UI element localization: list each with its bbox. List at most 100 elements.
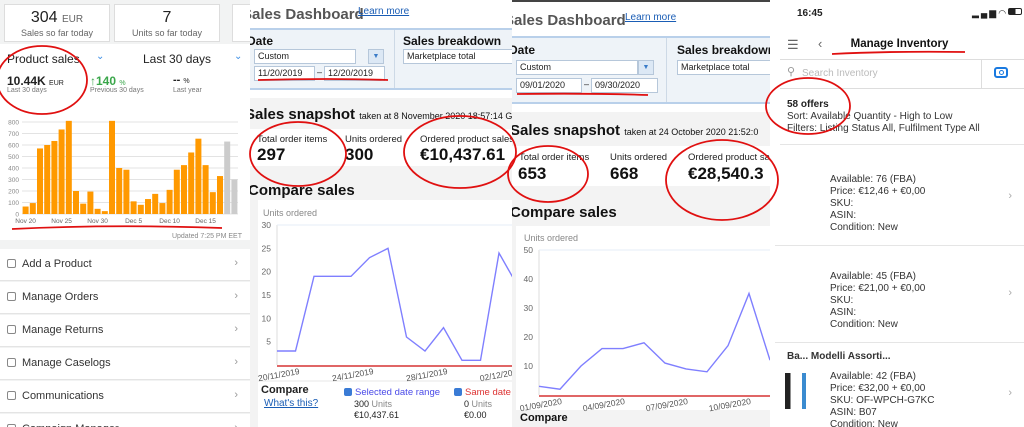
metric-label: Ordered product sales [420, 134, 512, 145]
top-bar [512, 0, 770, 2]
chevron-down-icon[interactable]: ⌄ [234, 51, 243, 62]
item-price: Price: €21,00 + €0,00 [830, 283, 926, 294]
bar [188, 152, 195, 214]
sales-dashboard-2019: Sales Dashboard Learn more Date Custom ▼… [250, 0, 512, 427]
bar [130, 201, 137, 214]
bar [80, 203, 87, 214]
dropdown-arrow-icon[interactable]: ▼ [368, 49, 384, 64]
same-range-checkbox[interactable]: Same date range one year ago [454, 387, 512, 398]
item-condition: Condition: New [830, 419, 898, 427]
range-select[interactable]: Last 30 days [143, 52, 212, 66]
date-select[interactable]: Custom [254, 49, 356, 64]
sort-text[interactable]: Sort: Available Quantity - High to Low [787, 111, 953, 122]
partial-card[interactable] [232, 4, 250, 42]
date-select[interactable]: Custom [516, 60, 638, 75]
chevron-right-icon: › [234, 389, 238, 401]
wifi-icon: ◠ [998, 8, 1009, 18]
menu-icon [7, 424, 16, 427]
search-input[interactable]: Search Inventory [802, 68, 878, 79]
learn-more-link[interactable]: Learn more [625, 12, 677, 23]
item-asin: ASIN: [830, 210, 857, 221]
menu-item[interactable]: Manage Returns › [0, 315, 250, 347]
menu-item[interactable]: Communications › [0, 381, 250, 413]
hamburger-menu-icon[interactable]: ☰ [787, 37, 799, 52]
metrics-box: Total order items 653 Units ordered 668 … [512, 146, 770, 186]
bar [152, 193, 159, 214]
inventory-item[interactable]: Ba... Modelli Assorti... Available: 42 (F… [775, 345, 1024, 427]
metric-value: 653 [518, 164, 547, 183]
dropdown-arrow-icon[interactable]: ▼ [638, 60, 654, 75]
bar [159, 203, 166, 214]
x-tick-label: Dec 5 [125, 218, 142, 225]
offers-count: 58 offers [787, 99, 829, 110]
menu-item[interactable]: Manage Caselogs › [0, 348, 250, 380]
back-chevron-icon[interactable]: ‹ [818, 36, 823, 51]
y-tick-label: 50 [524, 245, 534, 255]
metric-select[interactable]: Product sales [7, 52, 80, 66]
metric-value: 297 [257, 145, 286, 164]
stat-last-30-label: Last 30 days [7, 87, 47, 94]
date-from-input[interactable]: 11/20/2019 [254, 66, 315, 81]
chevron-down-icon[interactable]: ⌄ [96, 51, 105, 62]
menu-item[interactable]: Add a Product › [0, 249, 250, 281]
x-tick-label: 24/11/2019 [331, 366, 374, 383]
y-tick-label: 0 [15, 212, 19, 219]
selected-units: 300 Units [354, 399, 393, 409]
stat-last-30: 10.44K EUR [7, 74, 64, 88]
chart-container [516, 226, 770, 410]
x-tick-label: 02/12/2019 [479, 366, 512, 383]
units-today-card[interactable]: 7 Units so far today [114, 4, 220, 42]
bar [123, 169, 130, 214]
status-icons: ▂▄▆◠ [972, 8, 1023, 19]
y-tick-label: 40 [524, 274, 534, 284]
bar [44, 145, 51, 214]
y-tick-label: 30 [262, 220, 272, 230]
bar [209, 192, 216, 214]
x-tick-label: 07/09/2020 [645, 396, 689, 412]
breakdown-select[interactable]: Marketplace total [677, 60, 770, 75]
menu-item[interactable]: Campaign Manager › [0, 414, 250, 427]
product-sales-bar-chart: 0 100 200 300 400 500 600 700 800 Nov 20 Nov 25 Nov… [8, 120, 238, 225]
selected-range-checkbox[interactable]: Selected date range [344, 387, 440, 398]
sales-today-card[interactable]: 304 EUR Sales so far today [4, 4, 110, 42]
bar [29, 203, 36, 214]
y-axis-label: Units ordered [263, 208, 318, 218]
metric-label: Total order items [519, 152, 590, 163]
y-tick-label: 800 [8, 120, 19, 127]
date-to-input[interactable]: 09/30/2020 [591, 78, 658, 93]
camera-icon[interactable] [994, 67, 1008, 78]
date-separator: – [317, 67, 323, 77]
metric-value: €10,437.61 [420, 145, 506, 164]
filters-text[interactable]: Filters: Listing Status All, Fulfilment … [787, 123, 980, 134]
y-tick-label: 20 [524, 332, 534, 342]
metric-label: Units ordered [345, 134, 403, 145]
inventory-item[interactable]: Available: 45 (FBA) Price: €21,00 + €0,00… [775, 247, 1024, 343]
bar [58, 129, 65, 214]
units-today-label: Units so far today [131, 28, 203, 38]
breakdown-select[interactable]: Marketplace total [403, 49, 512, 64]
units-ordered-line-chart: 10 20 30 40 50 01/09/2020 04/09/2020 07/09/2020… [519, 245, 770, 412]
y-tick-label: 10 [524, 361, 534, 371]
inventory-item[interactable]: Available: 76 (FBA) Price: €12,46 + €0,00… [775, 150, 1024, 246]
snapshot-title: Sales snapshot taken at 24 October 2020 … [512, 122, 759, 139]
bar [202, 165, 209, 214]
x-tick-label: Nov 20 [15, 218, 36, 225]
item-available: Available: 45 (FBA) [830, 271, 916, 282]
menu-item-label: Add a Product [22, 258, 92, 270]
y-tick-label: 15 [262, 290, 272, 300]
date-label: Date [512, 43, 536, 57]
whats-this-link[interactable]: What's this? [264, 398, 319, 409]
menu-item-label: Manage Orders [22, 291, 99, 303]
search-bar [780, 59, 1024, 89]
date-to-input[interactable]: 12/20/2019 [324, 66, 385, 81]
learn-more-link[interactable]: Learn more [358, 6, 410, 17]
bar [65, 120, 72, 214]
menu-icon [7, 259, 16, 268]
metric-value: 300 [345, 145, 374, 164]
bar [116, 168, 123, 214]
date-label: Date [250, 34, 274, 48]
y-tick-label: 25 [262, 243, 272, 253]
chevron-right-icon: › [1008, 287, 1012, 299]
date-from-input[interactable]: 09/01/2020 [516, 78, 582, 93]
menu-item[interactable]: Manage Orders › [0, 282, 250, 314]
